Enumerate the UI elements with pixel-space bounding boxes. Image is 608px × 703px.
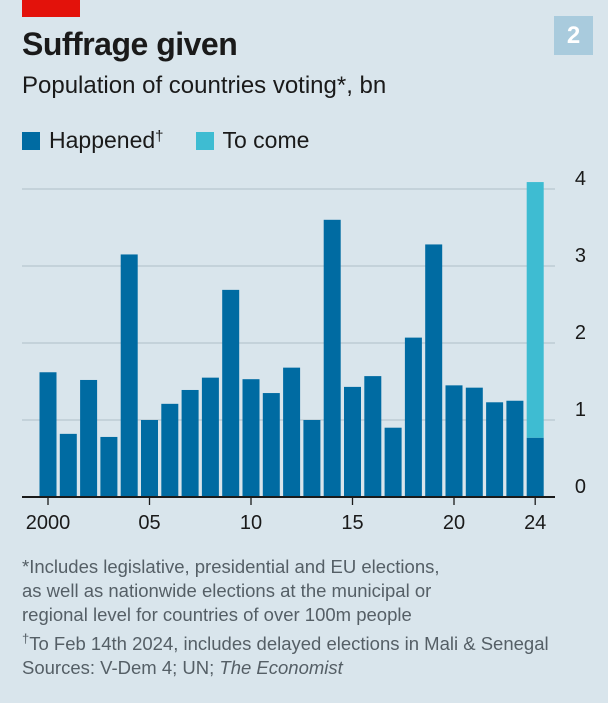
legend-label-to-come: To come <box>222 127 310 153</box>
footnote-line-4: †To Feb 14th 2024, includes delayed elec… <box>22 627 592 656</box>
legend: Happened † To come <box>22 127 341 154</box>
chart-subtitle: Population of countries voting*, bn <box>22 72 387 99</box>
bar-2011-happened <box>262 393 280 497</box>
sources-italic: The Economist <box>219 657 343 679</box>
bar-2002-happened <box>80 379 98 497</box>
footnote-line-1: *Includes legislative, presidential and … <box>22 556 440 577</box>
bar-2005-happened <box>141 420 158 497</box>
footnotes: *Includes legislative, presidential and … <box>22 555 592 680</box>
bar-2008-happened <box>201 377 219 497</box>
x-tick-label-2010: 10 <box>240 512 262 534</box>
bar-2007-happened <box>181 389 199 497</box>
bar-2023-happened <box>506 400 524 497</box>
chart-title: Suffrage given <box>22 26 238 62</box>
bar-2000-happened <box>39 372 57 497</box>
y-tick-label-4: 4 <box>575 168 586 190</box>
sources-prefix: Sources: V-Dem 4; UN; <box>22 657 220 679</box>
bar-2010-happened <box>242 379 260 497</box>
bar-2016-happened <box>364 376 382 497</box>
bar-2015-happened <box>344 386 361 497</box>
bar-2020-happened <box>445 385 463 497</box>
bar-2012-happened <box>283 367 301 497</box>
legend-item-to-come: To come <box>195 127 310 154</box>
y-tick-label-2: 2 <box>575 322 586 344</box>
legend-swatch-to-come <box>195 131 214 150</box>
x-tick-label-2024: 24 <box>524 512 546 534</box>
bar-2024-to-come <box>526 182 544 438</box>
bar-2022-happened <box>486 402 504 497</box>
x-tick-label-2000: 2000 <box>26 512 71 534</box>
y-tick-label-3: 3 <box>575 245 586 267</box>
footnote-line-2: as well as nationwide elections at the m… <box>22 580 432 601</box>
legend-item-happened: Happened † <box>22 127 164 154</box>
sources-line: Sources: V-Dem 4; UN; The Economist <box>22 656 592 680</box>
bar-2014-happened <box>323 219 341 498</box>
footnote-dagger: † <box>22 631 30 646</box>
bar-2003-happened <box>100 436 118 497</box>
x-tick-label-2020: 20 <box>443 512 465 534</box>
bar-2009-happened <box>222 289 240 497</box>
bar-2018-happened <box>404 337 422 497</box>
bar-2017-happened <box>384 427 402 497</box>
x-tick-label-2005: 05 <box>138 512 160 534</box>
bar-2019-happened <box>425 244 443 497</box>
y-tick-label-0: 0 <box>575 476 586 498</box>
bar-2004-happened <box>120 254 138 497</box>
y-tick-label-1: 1 <box>575 399 586 421</box>
bar-2024-happened <box>526 437 544 497</box>
bar-2001-happened <box>59 433 77 497</box>
legend-swatch-happened <box>22 131 40 150</box>
footnote-line-3: regional level for countries of over 100… <box>22 604 412 625</box>
chart-number-badge: 2 <box>554 16 593 55</box>
bar-2013-happened <box>303 420 321 497</box>
bar-2006-happened <box>161 403 179 497</box>
footnote-line-4-text: To Feb 14th 2024, includes delayed elect… <box>29 633 549 655</box>
brand-red-tab <box>22 0 80 17</box>
legend-label-happened: Happened <box>49 127 156 153</box>
x-tick-label-2015: 15 <box>341 512 363 534</box>
legend-dagger-mark: † <box>155 128 164 145</box>
bar-2021-happened <box>465 387 483 497</box>
